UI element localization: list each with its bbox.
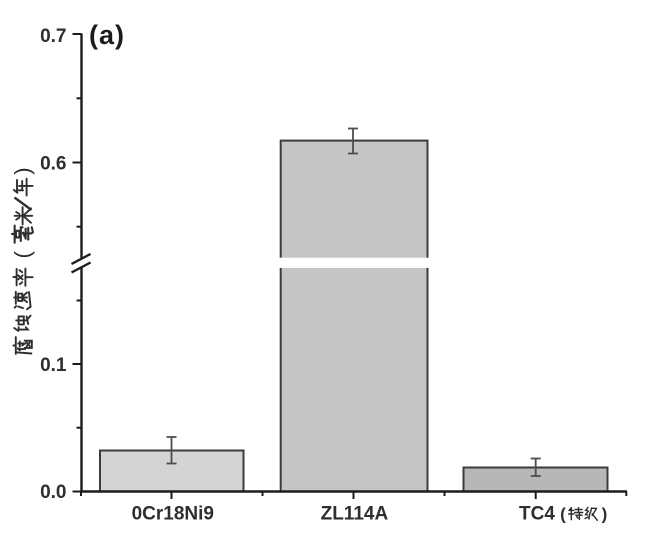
svg-text:TC4: TC4 [519,504,555,525]
svg-text:(: ( [10,250,35,258]
svg-text:(: ( [560,505,566,524]
svg-text:0.0: 0.0 [40,482,66,503]
svg-text:): ) [10,167,35,174]
svg-text:ZL114A: ZL114A [321,504,389,525]
svg-text:0.6: 0.6 [40,154,66,175]
svg-text:): ) [602,505,608,524]
svg-text:0.1: 0.1 [40,355,67,376]
svg-text:0.7: 0.7 [40,26,66,47]
svg-text:(a): (a) [89,20,125,50]
svg-text:0Cr18Ni9: 0Cr18Ni9 [132,504,214,525]
